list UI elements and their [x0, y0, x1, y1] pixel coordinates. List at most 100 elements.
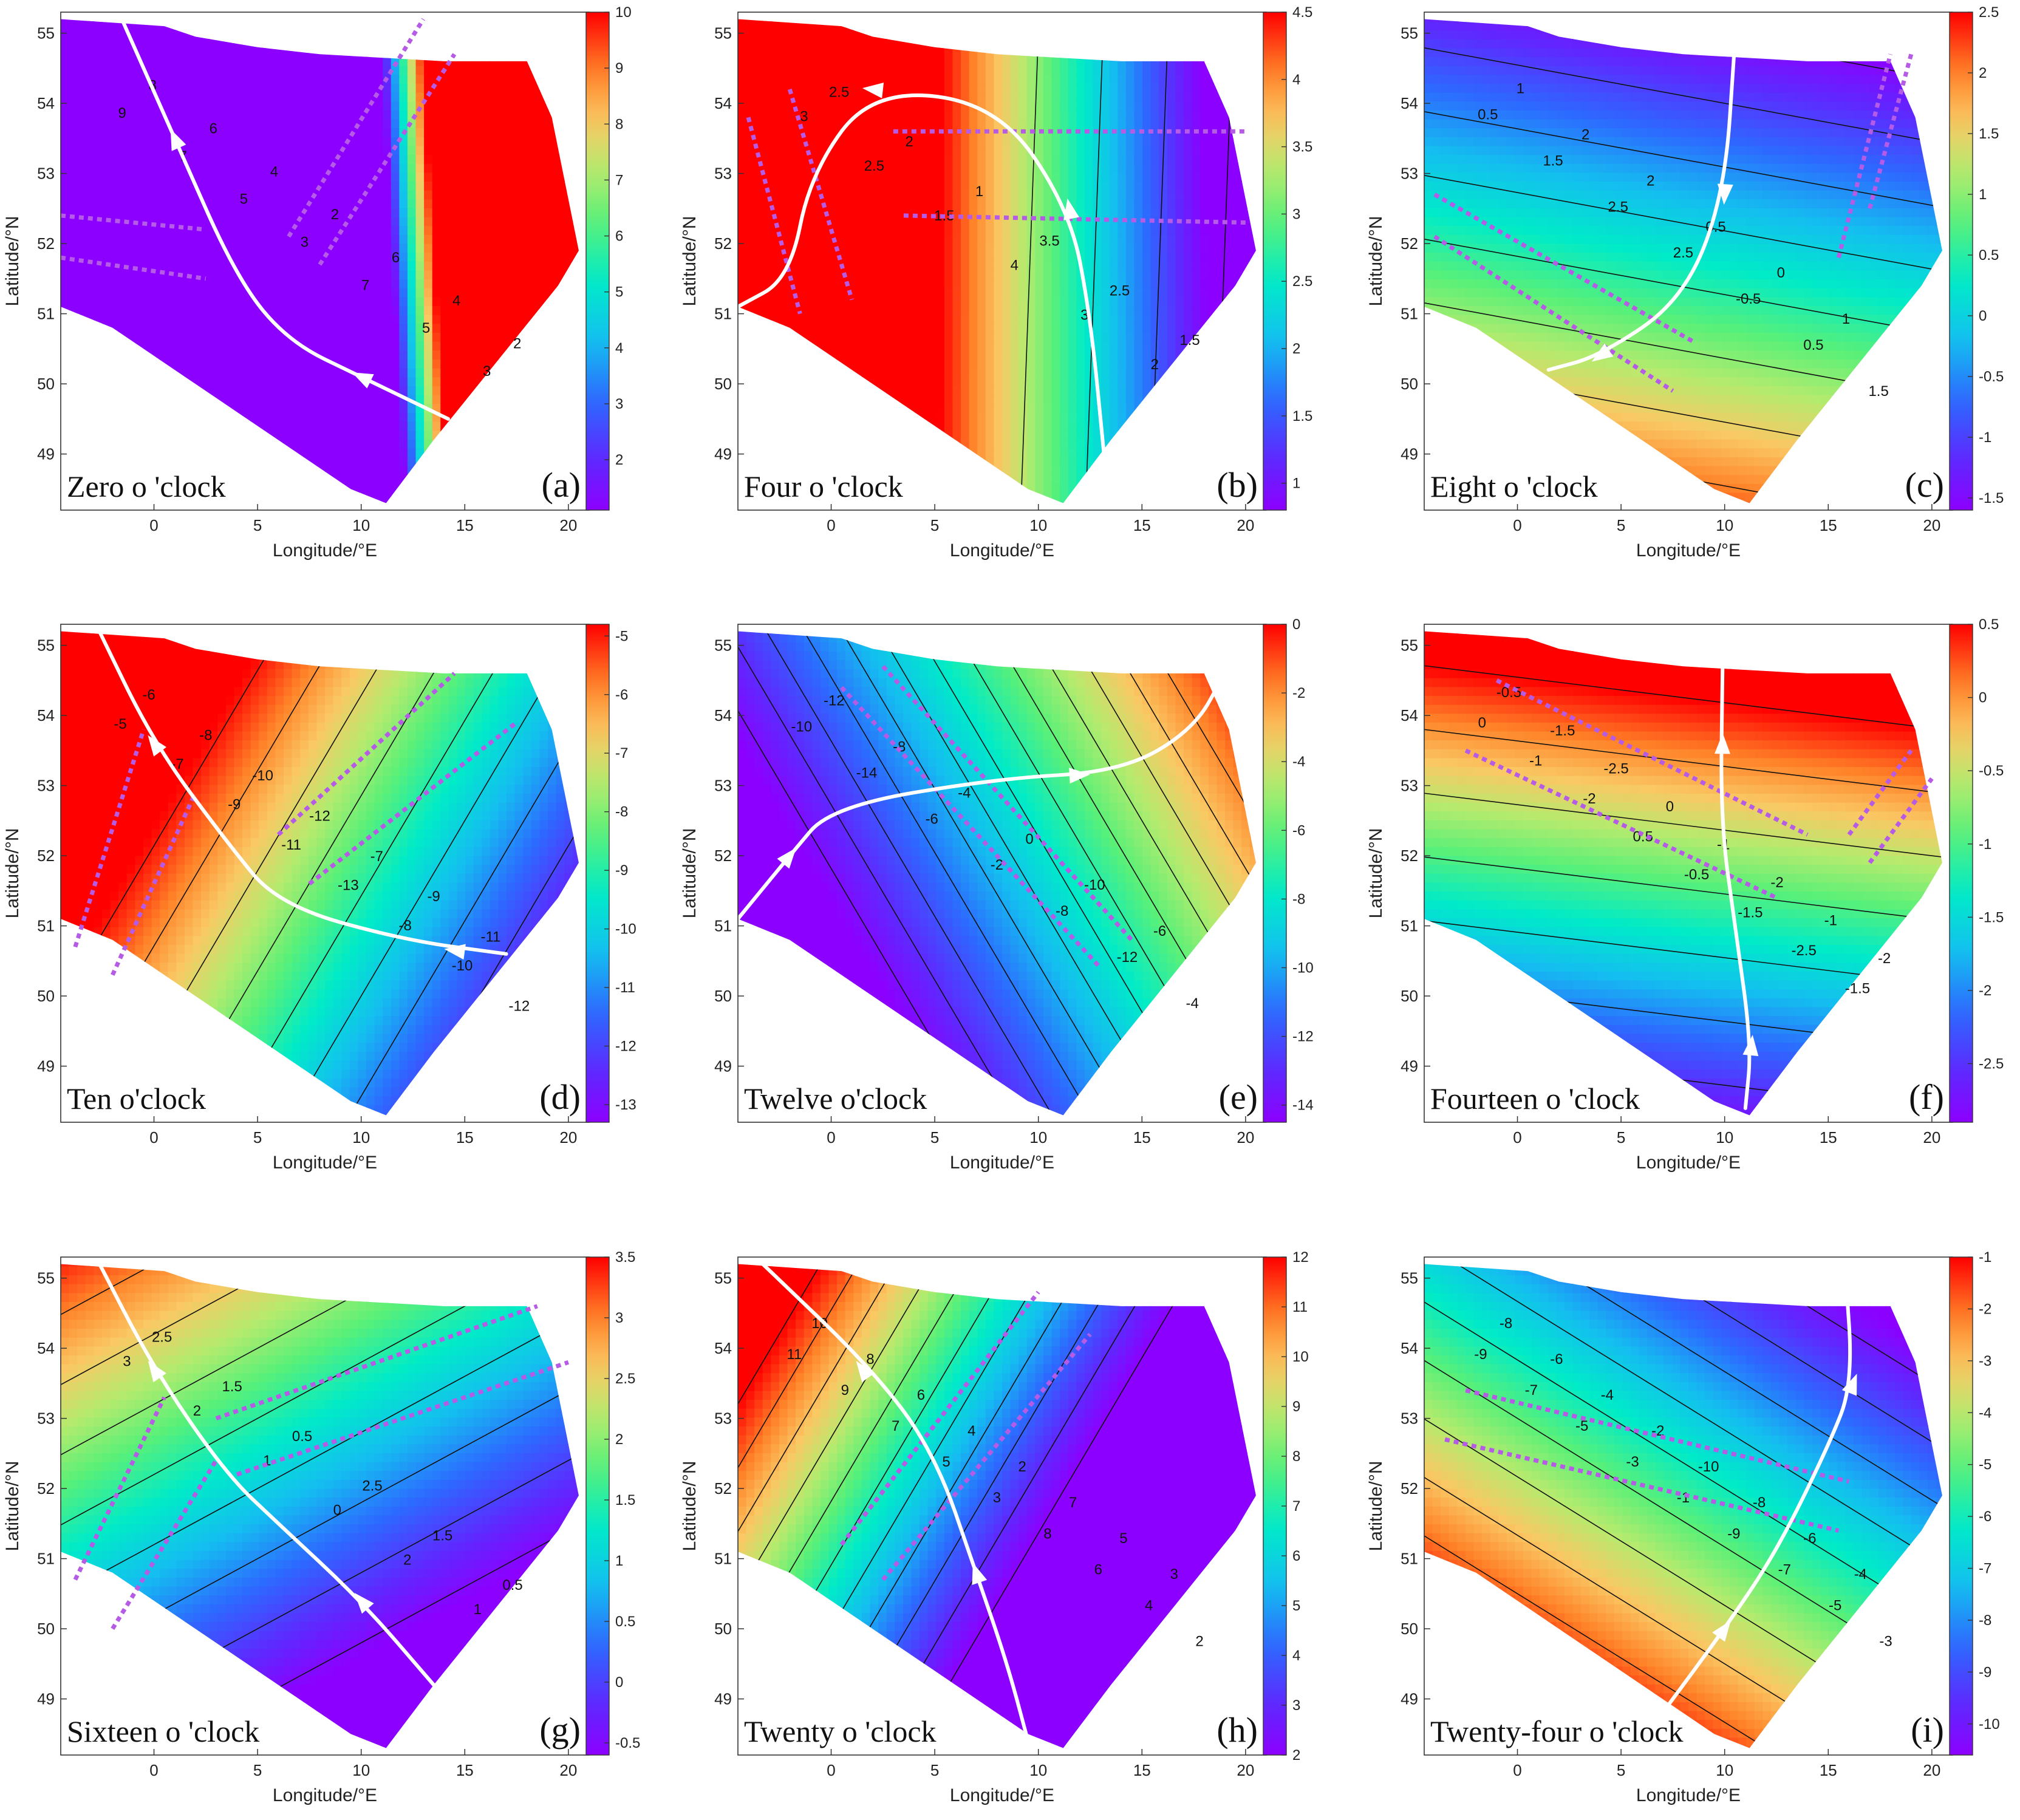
field-cell: [490, 287, 499, 298]
field-cell: [564, 448, 573, 457]
field-cell: [514, 65, 524, 75]
field-cell: [242, 118, 251, 129]
field-cell: [424, 448, 433, 457]
field-cell: [407, 21, 417, 31]
field-cell: [77, 92, 86, 102]
field-cell: [754, 305, 763, 315]
field-cell: [366, 216, 375, 227]
field-cell: [341, 252, 350, 262]
field-cell: [878, 225, 887, 235]
field-cell: [886, 30, 896, 39]
field-cell: [69, 92, 78, 102]
field-cell: [473, 314, 483, 324]
field-cell: [358, 359, 367, 369]
field-cell: [927, 403, 937, 413]
field-cell: [407, 172, 417, 182]
field-cell: [539, 65, 548, 75]
field-cell: [126, 234, 136, 244]
field-cell: [391, 287, 400, 298]
field-cell: [911, 19, 920, 22]
field-cell: [903, 225, 912, 235]
field-cell: [457, 56, 466, 66]
field-cell: [151, 412, 160, 422]
field-cell: [126, 270, 136, 280]
field-cell: [374, 323, 383, 333]
field-cell: [201, 47, 210, 58]
field-cell: [118, 208, 128, 217]
field-cell: [812, 234, 821, 244]
field-cell: [407, 341, 417, 351]
field-cell: [820, 163, 830, 173]
field-cell: [779, 65, 788, 75]
field-cell: [101, 403, 111, 413]
field-cell: [234, 199, 243, 208]
field-cell: [267, 359, 276, 369]
field-cell: [333, 412, 342, 422]
field-cell: [523, 359, 532, 369]
field-cell: [275, 216, 284, 227]
field-cell: [242, 47, 251, 58]
field-cell: [482, 270, 491, 280]
field-cell: [424, 279, 433, 288]
field-cell: [201, 367, 210, 378]
field-cell: [762, 341, 772, 351]
field-cell: [201, 163, 210, 173]
field-cell: [886, 367, 896, 378]
field-cell: [804, 359, 813, 369]
field-cell: [209, 252, 219, 262]
field-cell: [548, 128, 557, 137]
field-cell: [234, 47, 243, 58]
field-cell: [349, 483, 359, 493]
field-cell: [779, 118, 788, 129]
field-cell: [473, 216, 483, 227]
field-cell: [160, 225, 169, 235]
field-cell: [184, 101, 194, 111]
field-cell: [176, 314, 185, 324]
field-cell: [746, 377, 755, 386]
field-cell: [828, 341, 838, 351]
field-cell: [457, 341, 466, 351]
field-cell: [349, 56, 359, 66]
field-cell: [796, 341, 805, 351]
field-cell: [911, 47, 920, 58]
field-cell: [828, 154, 838, 164]
field-cell: [242, 38, 251, 49]
field-cell: [101, 92, 111, 102]
field-cell: [366, 279, 375, 288]
field-cell: [151, 110, 160, 120]
field-cell: [548, 430, 557, 440]
field-cell: [135, 181, 144, 191]
field-cell: [845, 430, 855, 440]
field-cell: [316, 38, 326, 49]
field-cell: [911, 403, 920, 413]
field-cell: [870, 394, 879, 404]
field-cell: [225, 83, 235, 93]
field-cell: [292, 163, 301, 173]
field-cell: [259, 83, 268, 93]
field-cell: [895, 189, 904, 200]
field-cell: [358, 208, 367, 217]
field-cell: [490, 243, 499, 253]
field-cell: [415, 208, 425, 217]
field-cell: [820, 394, 830, 404]
field-cell: [275, 189, 284, 200]
field-cell: [498, 30, 507, 39]
field-cell: [399, 154, 408, 164]
field-cell: [457, 252, 466, 262]
field-cell: [539, 234, 548, 244]
field-cell: [407, 501, 417, 503]
field-cell: [308, 341, 318, 351]
field-cell: [531, 367, 541, 378]
field-cell: [754, 457, 763, 466]
field-cell: [779, 74, 788, 84]
field-cell: [391, 128, 400, 137]
field-cell: [184, 430, 194, 440]
field-cell: [184, 314, 194, 324]
field-cell: [325, 56, 334, 66]
field-cell: [143, 341, 152, 351]
field-cell: [779, 457, 788, 466]
field-cell: [176, 430, 185, 440]
field-cell: [490, 189, 499, 200]
field-cell: [878, 65, 887, 75]
field-cell: [440, 386, 449, 395]
